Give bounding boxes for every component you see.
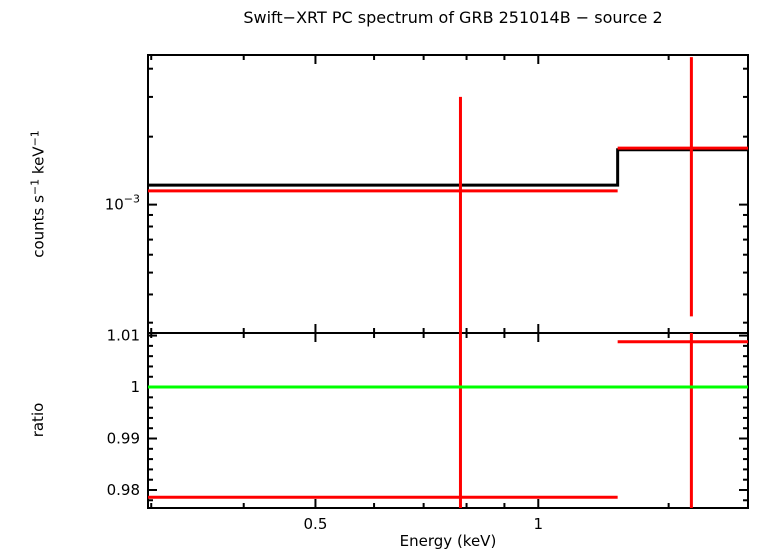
y-tick-label: 0.98 — [107, 481, 140, 499]
y-tick-label: 10−3 — [105, 193, 140, 214]
model-line — [148, 148, 748, 187]
y-tick-label: 1 — [130, 378, 140, 396]
panel-frame-0 — [147, 54, 749, 334]
y-tick-label: 1.01 — [107, 327, 140, 345]
y-tick-label: 0.99 — [107, 430, 140, 448]
panel-data-spectrum — [148, 57, 748, 333]
x-axis-label: Energy (keV) — [399, 532, 497, 550]
chart-title: Swift−XRT PC spectrum of GRB 251014B − s… — [243, 8, 663, 27]
x-tick-label: 1 — [534, 515, 544, 533]
panel-frame-1 — [147, 332, 749, 509]
panel-data-ratio — [148, 333, 748, 508]
x-tick-label: 0.5 — [304, 515, 328, 533]
